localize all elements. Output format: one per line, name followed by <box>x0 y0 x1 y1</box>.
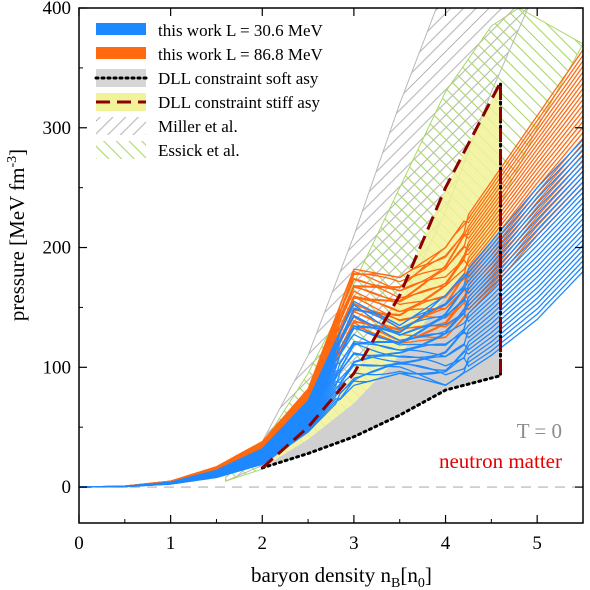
band-dll-soft <box>262 229 501 468</box>
annotation-neutron-matter: neutron matter <box>439 449 562 473</box>
legend-label: DLL constraint stiff asy <box>158 93 320 112</box>
legend-swatch <box>96 117 146 135</box>
x-tick-label: 1 <box>166 533 176 554</box>
y-tick-label: 400 <box>43 0 72 19</box>
legend: this work L = 30.6 MeV this work L = 86.8… <box>94 21 324 160</box>
annotation-temperature: T = 0 <box>517 419 562 443</box>
legend-item: this work L = 30.6 MeV <box>96 21 324 40</box>
x-tick-label: 5 <box>532 533 542 554</box>
legend-item: DLL constraint stiff asy <box>96 93 320 112</box>
line-dll-soft <box>260 80 503 470</box>
legend-label: Essick et al. <box>158 141 240 160</box>
x-tick-label: 0 <box>74 533 84 554</box>
y-tick-label: 0 <box>62 477 72 498</box>
legend-item: DLL constraint soft asy <box>94 69 319 88</box>
plot-area <box>79 8 583 488</box>
x-tick-label: 3 <box>349 533 359 554</box>
legend-item: Essick et al. <box>96 141 240 160</box>
y-axis-title: pressure [MeV fm-3] <box>5 149 29 321</box>
x-tick-label: 4 <box>441 533 451 554</box>
y-tick-label: 300 <box>43 118 72 139</box>
line-dll-stiff <box>261 81 503 470</box>
legend-swatch <box>96 141 146 159</box>
legend-item: Miller et al. <box>96 117 238 136</box>
x-axis-title: baryon density nB[n0] <box>251 563 432 590</box>
bundle-stiff-curve <box>79 49 583 488</box>
y-tick-label: 100 <box>43 357 72 378</box>
x-tick-label: 2 <box>258 533 268 554</box>
axis-ticks: 0 1 2 3 4 5 0 100 200 300 400 <box>43 0 583 554</box>
legend-swatch <box>96 47 146 59</box>
legend-label: this work L = 86.8 MeV <box>158 45 324 64</box>
legend-label: DLL constraint soft asy <box>158 69 319 88</box>
plot-frame <box>78 7 584 524</box>
bundle-soft <box>79 139 583 488</box>
legend-label: Miller et al. <box>158 117 238 136</box>
x-axis-title-sub-b: B <box>391 576 400 590</box>
bundle-soft-curve <box>79 139 583 488</box>
legend-swatch <box>96 23 146 35</box>
legend-label: this work L = 30.6 MeV <box>158 21 324 40</box>
legend-item: this work L = 86.8 MeV <box>96 45 324 64</box>
y-tick-label: 200 <box>43 238 72 259</box>
